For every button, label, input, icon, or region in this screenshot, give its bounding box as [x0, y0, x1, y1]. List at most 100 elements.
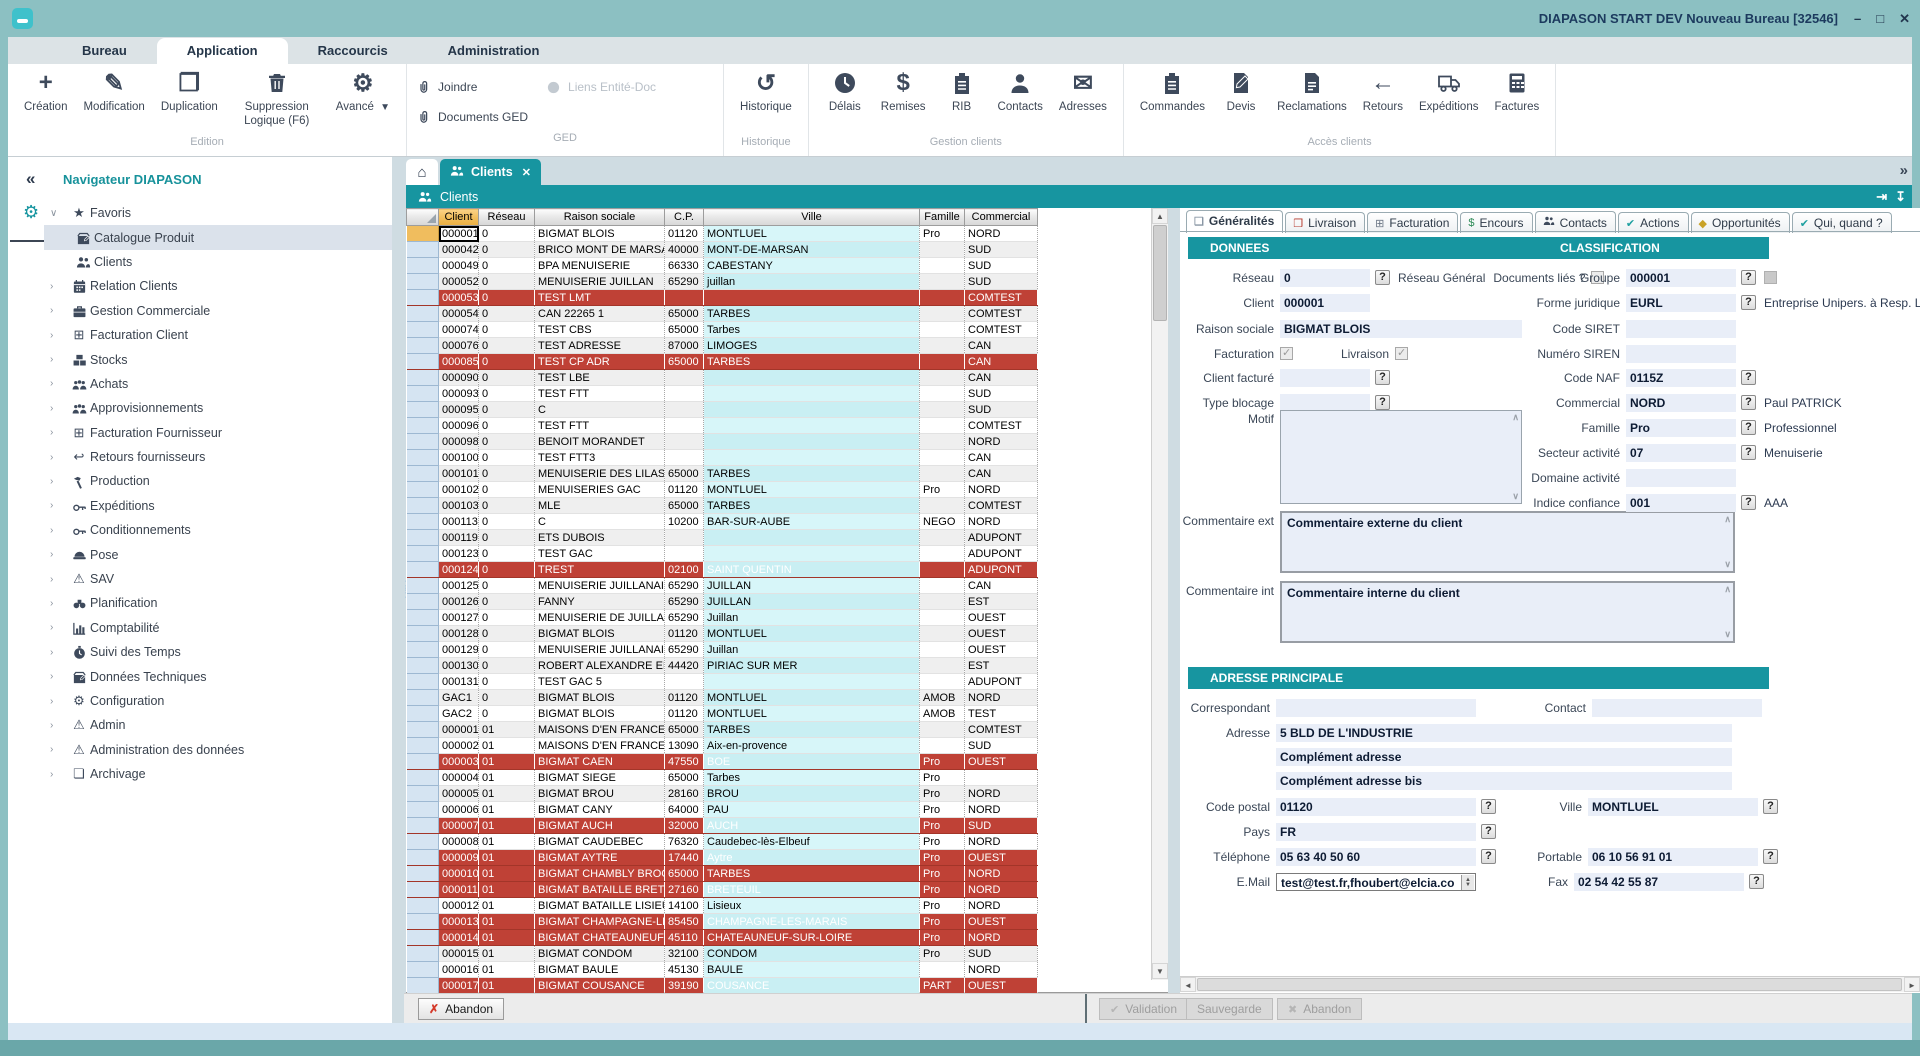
secteur-activite-input[interactable]: 07: [1626, 444, 1736, 462]
table-row[interactable]: 0000010BIGMAT BLOIS01120MONTLUELProNORD: [407, 226, 1038, 242]
grid-vertical-scrollbar[interactable]: ▲ ▼: [1151, 208, 1168, 980]
table-row[interactable]: 0000900TEST LBECAN: [407, 370, 1038, 386]
table-row[interactable]: 00000801BIGMAT CAUDEBEC76320Caudebec-lès…: [407, 834, 1038, 850]
code-naf-input[interactable]: 0115Z: [1626, 369, 1736, 387]
ribbon-button-historique[interactable]: ↺Historique: [732, 68, 800, 116]
correspondant-input[interactable]: [1276, 699, 1476, 717]
help-button[interactable]: ?: [1741, 395, 1756, 410]
table-row[interactable]: 0000740TEST CBS65000TarbesCOMTEST: [407, 322, 1038, 338]
ribbon-button-adresses[interactable]: ✉Adresses: [1051, 68, 1115, 116]
help-button[interactable]: ?: [1749, 874, 1764, 889]
sidebar-item-retours-fournisseurs[interactable]: ›↩Retours fournisseurs: [44, 445, 392, 469]
sidebar-item-conditionnements[interactable]: ›Conditionnements: [44, 518, 392, 542]
column-header-famille[interactable]: Famille: [920, 209, 965, 226]
table-row[interactable]: 00001101BIGMAT BATAILLE BRET27160BRETEUI…: [407, 882, 1038, 898]
chevron-right-icon[interactable]: ›: [50, 549, 68, 560]
fax-input[interactable]: 02 54 42 55 87: [1574, 873, 1744, 891]
help-button[interactable]: ?: [1741, 495, 1756, 510]
table-row[interactable]: 00000501BIGMAT BROU28160BROUProNORD: [407, 786, 1038, 802]
table-row[interactable]: 00000101MAISONS D'EN FRANCE65000TARBESCO…: [407, 722, 1038, 738]
code-postal-input[interactable]: 01120: [1276, 798, 1476, 816]
email-input[interactable]: test@test.fr,fhoubert@elcia.co ▲▼: [1276, 873, 1476, 891]
client-facture-input[interactable]: [1280, 369, 1370, 387]
table-row[interactable]: 00001201BIGMAT BATAILLE LISIEU14100Lisie…: [407, 898, 1038, 914]
table-row[interactable]: 0001300ROBERT ALEXANDRE EI44420PIRIAC SU…: [407, 658, 1038, 674]
sidebar-item-favoris[interactable]: ∨★Favoris: [44, 201, 392, 225]
table-row[interactable]: 0001020MENUISERIES GAC01120MONTLUELProNO…: [407, 482, 1038, 498]
maximize-icon[interactable]: □: [1876, 11, 1884, 27]
ribbon-button-commandes[interactable]: Commandes: [1132, 68, 1213, 116]
ribbon-button-rib[interactable]: RIB: [934, 68, 990, 116]
table-row[interactable]: GAC10BIGMAT BLOIS01120MONTLUELAMOBNORD: [407, 690, 1038, 706]
commentaire-ext-textarea[interactable]: Commentaire externe du client∧∨: [1280, 511, 1735, 573]
gear-icon[interactable]: ⚙: [23, 202, 39, 223]
help-button[interactable]: ?: [1375, 395, 1390, 410]
chevron-right-icon[interactable]: ›: [50, 452, 68, 463]
ribbon-button-joindre[interactable]: Joindre: [415, 79, 545, 95]
sidebar-item-admin[interactable]: ›⚠Admin: [44, 713, 392, 737]
help-button[interactable]: ?: [1481, 799, 1496, 814]
table-row[interactable]: 0001310TEST GAC 5ADUPONT: [407, 674, 1038, 690]
domaine-activite-input[interactable]: [1626, 469, 1736, 487]
ribbon-button-retours[interactable]: ←Retours: [1355, 68, 1411, 116]
table-row[interactable]: 00000701BIGMAT AUCH32000AUCHProSUD: [407, 818, 1038, 834]
adresse-line1-input[interactable]: 5 BLD DE L'INDUSTRIE: [1276, 724, 1732, 742]
sidebar-item-achats[interactable]: ›Achats: [44, 372, 392, 396]
table-row[interactable]: GAC20BIGMAT BLOIS01120MONTLUELAMOBTEST: [407, 706, 1038, 722]
help-button[interactable]: ?: [1763, 799, 1778, 814]
table-row[interactable]: 0001290MENUISERIE JUILLANAIS65290Juillan…: [407, 642, 1038, 658]
chevron-right-icon[interactable]: ›: [50, 574, 68, 585]
help-button[interactable]: ?: [1375, 370, 1390, 385]
chevron-right-icon[interactable]: ›: [50, 354, 68, 365]
ribbon-button-devis[interactable]: Devis: [1213, 68, 1269, 116]
detail-horizontal-scrollbar[interactable]: ◄ ►: [1180, 976, 1920, 992]
sidebar-item-production[interactable]: ›Production: [44, 469, 392, 493]
table-row[interactable]: 0001270MENUISERIE DE JUILLAN65290Juillan…: [407, 610, 1038, 626]
table-row[interactable]: 0000540CAN 22265 165000TARBESCOMTEST: [407, 306, 1038, 322]
detail-tab-qui-quand-[interactable]: ✔Qui, quand ?: [1792, 212, 1892, 233]
facturation-checkbox[interactable]: [1280, 347, 1293, 360]
sidebar-item-données-techniques[interactable]: ›Données Techniques: [44, 664, 392, 688]
table-row[interactable]: 0001000TEST FTT3CAN: [407, 450, 1038, 466]
sidebar-item-archivage[interactable]: ›❏Archivage: [44, 762, 392, 786]
numero-siren-input[interactable]: [1626, 345, 1736, 363]
sauvegarde-button[interactable]: Sauvegarde: [1186, 998, 1273, 1020]
column-header-raison[interactable]: Raison sociale: [535, 209, 665, 226]
chevron-down-icon[interactable]: ∨: [50, 208, 68, 219]
scroll-down-icon[interactable]: ▼: [1152, 963, 1168, 979]
chevron-right-icon[interactable]: ›: [50, 403, 68, 414]
adresse-line2-input[interactable]: Complément adresse: [1276, 748, 1732, 766]
livraison-checkbox[interactable]: [1395, 347, 1408, 360]
spinner-icon[interactable]: ▲▼: [1461, 875, 1474, 891]
type-blocage-input[interactable]: [1280, 394, 1370, 412]
abandon-right-button[interactable]: ✖ Abandon: [1277, 998, 1362, 1020]
table-row[interactable]: 0001250MENUISERIE JUILLANAIS65290JUILLAN…: [407, 578, 1038, 594]
table-row[interactable]: 0000420BRICO MONT DE MARSA40000MONT-DE-M…: [407, 242, 1038, 258]
close-icon[interactable]: ✕: [1899, 11, 1910, 27]
minimize-icon[interactable]: –: [1854, 11, 1861, 27]
chevron-right-icon[interactable]: ›: [50, 744, 68, 755]
table-row[interactable]: 0001010MENUISERIE DES LILAS65000TARBESCA…: [407, 466, 1038, 482]
table-row[interactable]: 0001030MLE65000TARBESCOMTEST: [407, 498, 1038, 514]
menu-tab-application[interactable]: Application: [157, 38, 288, 64]
table-row[interactable]: 00001701BIGMAT COUSANCE39190COUSANCEPART…: [407, 978, 1038, 994]
column-header-cp[interactable]: C.P.: [665, 209, 704, 226]
chevron-right-icon[interactable]: ›: [50, 281, 68, 292]
chevron-right-icon[interactable]: ›: [50, 427, 68, 438]
sidebar-item-planification[interactable]: ›Planification: [44, 591, 392, 615]
ribbon-button-modification[interactable]: ✎Modification: [75, 68, 152, 116]
column-header-reseau[interactable]: Réseau: [479, 209, 535, 226]
column-header-commercial[interactable]: Commercial: [965, 209, 1038, 226]
ribbon-button-avancé[interactable]: ⚙Avancé ▼: [328, 68, 398, 117]
ribbon-button-délais[interactable]: Délais: [817, 68, 873, 116]
table-row[interactable]: 0000520MENUISERIE JUILLAN65290juillanSUD: [407, 274, 1038, 290]
help-button[interactable]: ?: [1481, 824, 1496, 839]
detail-tab-livraison[interactable]: ❒Livraison: [1285, 212, 1365, 233]
famille-input[interactable]: Pro: [1626, 419, 1736, 437]
chevron-right-icon[interactable]: ›: [50, 305, 68, 316]
scroll-up-icon[interactable]: ▲: [1152, 208, 1168, 224]
chevron-right-icon[interactable]: ›: [50, 647, 68, 658]
table-row[interactable]: 00001301BIGMAT CHAMPAGNE-LE85450CHAMPAGN…: [407, 914, 1038, 930]
commentaire-int-textarea[interactable]: Commentaire interne du client∧∨: [1280, 581, 1735, 643]
detail-tab-encours[interactable]: $Encours: [1460, 212, 1532, 233]
